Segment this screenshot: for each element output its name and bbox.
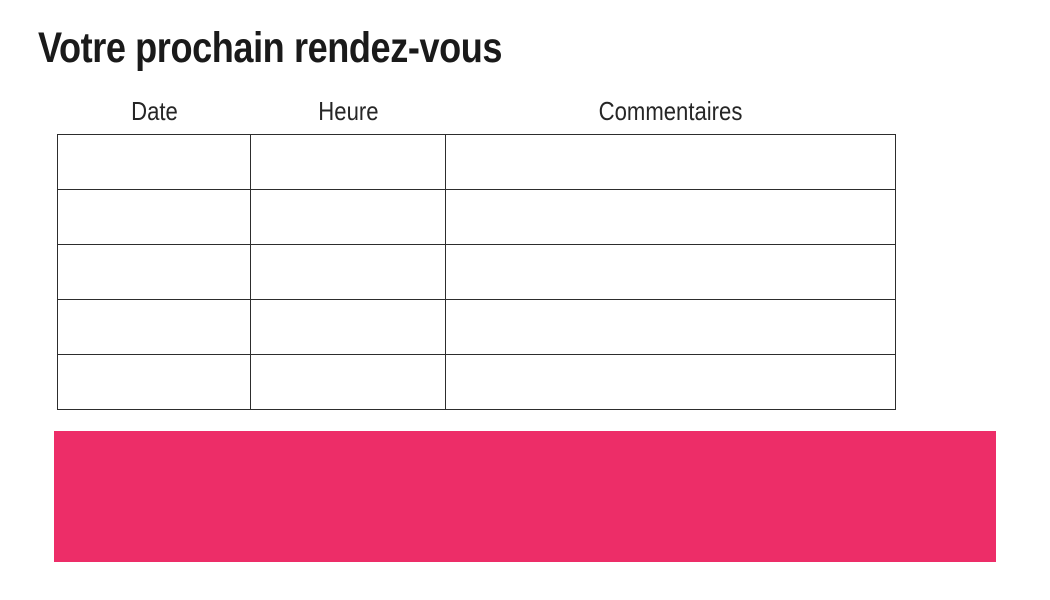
appointment-table: Date Heure Commentaires	[57, 90, 896, 410]
table-cell	[57, 133, 251, 190]
table-cell	[57, 353, 251, 410]
table-cell	[250, 353, 446, 410]
table-cell	[57, 298, 251, 355]
table-row	[57, 353, 896, 410]
column-header-heure-label: Heure	[317, 96, 379, 127]
table-cell	[250, 243, 446, 300]
column-header-date-label: Date	[130, 96, 178, 127]
table-cell	[250, 133, 446, 190]
column-header-date: Date	[58, 90, 251, 134]
table-cell	[445, 298, 896, 355]
table-cell	[445, 243, 896, 300]
table-cell	[250, 298, 446, 355]
table-header-row: Date Heure Commentaires	[58, 90, 896, 134]
table-cell	[445, 133, 896, 190]
table-row	[57, 298, 896, 355]
column-header-commentaires-label: Commentaires	[598, 96, 743, 127]
column-header-heure: Heure	[251, 90, 446, 134]
table-cell	[445, 188, 896, 245]
table-body	[57, 133, 896, 410]
table-row	[57, 188, 896, 245]
column-header-commentaires: Commentaires	[446, 90, 896, 134]
table-cell	[250, 188, 446, 245]
table-cell	[57, 243, 251, 300]
page-title: Votre prochain rendez-vous	[38, 24, 503, 72]
table-cell	[445, 353, 896, 410]
table-row	[57, 243, 896, 300]
table-cell	[57, 188, 251, 245]
table-row	[57, 133, 896, 190]
accent-banner	[54, 431, 996, 562]
